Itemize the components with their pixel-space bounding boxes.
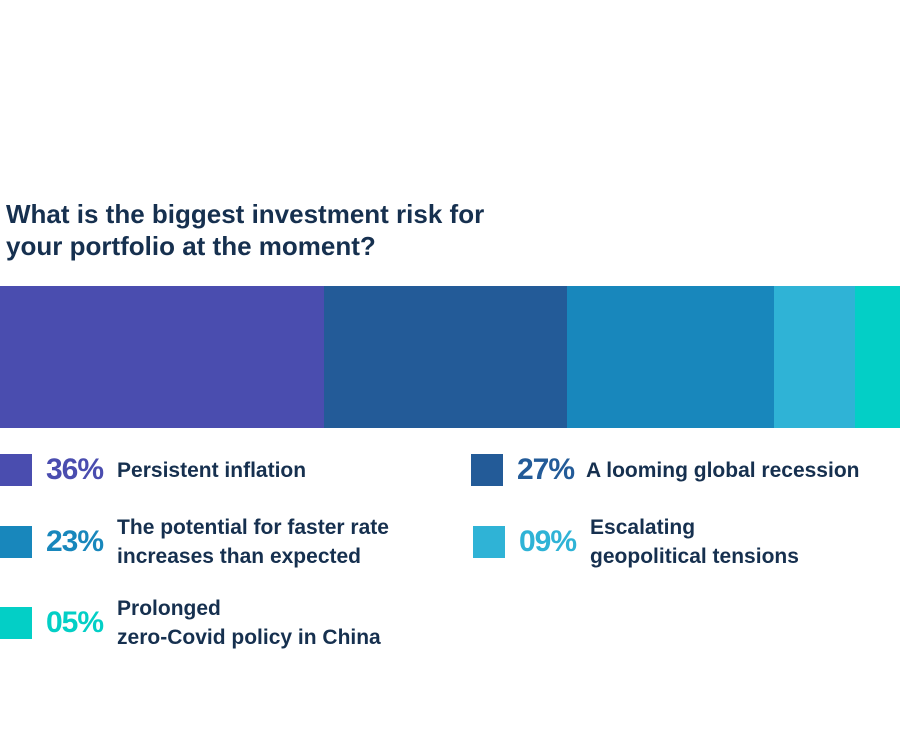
chart-title-line-1: What is the biggest investment risk for xyxy=(6,199,485,229)
legend-label: The potential for faster rate increases … xyxy=(117,513,389,571)
legend-label-line: Prolonged xyxy=(117,597,221,620)
legend-swatch xyxy=(0,526,32,558)
bar-segment-2 xyxy=(567,286,775,428)
legend-swatch xyxy=(471,454,503,486)
legend-label: A looming global recession xyxy=(586,456,859,485)
stacked-bar xyxy=(0,286,900,428)
chart-title-line-2: your portfolio at the moment? xyxy=(6,231,376,261)
legend-label-line: zero-Covid policy in China xyxy=(117,626,381,649)
legend-label-line: Persistent inflation xyxy=(117,458,307,482)
legend-swatch xyxy=(473,526,505,558)
legend-label: Prolonged zero-Covid policy in China xyxy=(117,594,381,652)
legend-swatch xyxy=(0,607,32,639)
legend-label-line: The potential for faster rate xyxy=(117,516,389,539)
legend-value: 23% xyxy=(46,525,104,558)
legend-swatch xyxy=(0,454,32,486)
bar-segment-3 xyxy=(774,286,856,428)
legend-item-faster-rate-increases: 23% The potential for faster rate increa… xyxy=(0,513,389,571)
legend-item-zero-covid: 05% Prolonged zero-Covid policy in China xyxy=(0,594,381,652)
legend-value: 36% xyxy=(46,453,104,486)
legend-value: 27% xyxy=(517,453,575,486)
legend-item-persistent-inflation: 36% Persistent inflation xyxy=(0,453,306,487)
chart-title: What is the biggest investment risk for … xyxy=(6,198,566,262)
legend-item-geopolitical-tensions: 09% Escalating geopolitical tensions xyxy=(473,513,799,571)
legend-label: Escalating geopolitical tensions xyxy=(590,513,799,571)
legend-item-global-recession: 27% A looming global recession xyxy=(471,453,859,487)
bar-segment-1 xyxy=(324,286,568,428)
legend-label-line: Escalating xyxy=(590,516,696,539)
legend-label-line: increases than expected xyxy=(117,545,361,568)
bar-segment-4 xyxy=(855,286,900,428)
bar-segment-0 xyxy=(0,286,325,428)
legend-value: 09% xyxy=(519,525,577,558)
legend-label-line: geopolitical tensions xyxy=(590,545,799,568)
legend-label: Persistent inflation xyxy=(117,456,306,485)
legend-value: 05% xyxy=(46,606,104,639)
legend-label-line: A looming global recession xyxy=(586,458,860,482)
